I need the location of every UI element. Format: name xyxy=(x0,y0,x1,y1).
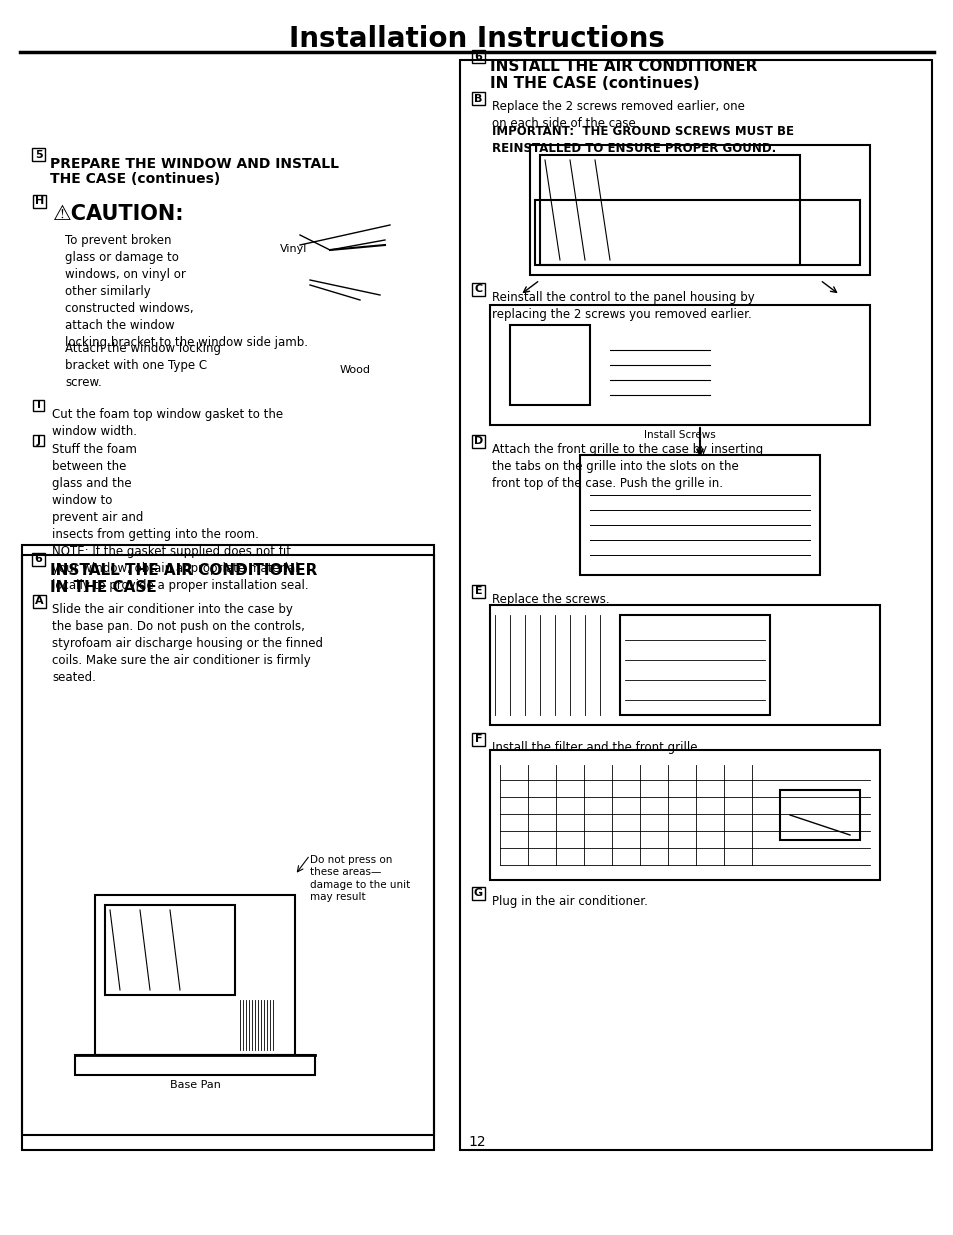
Bar xyxy=(22,555,434,1150)
Text: Install Screws: Install Screws xyxy=(643,430,715,440)
Bar xyxy=(490,605,879,725)
Text: INSTALL THE AIR CONDITIONER: INSTALL THE AIR CONDITIONER xyxy=(490,59,757,74)
Bar xyxy=(33,435,44,446)
Bar xyxy=(780,790,859,840)
Text: Installation Instructions: Installation Instructions xyxy=(289,25,664,53)
Bar xyxy=(579,454,820,576)
Bar xyxy=(95,895,294,1055)
Text: Reinstall the control to the panel housing by
replacing the 2 screws you removed: Reinstall the control to the panel housi… xyxy=(492,291,754,321)
Bar xyxy=(32,553,45,566)
Text: B: B xyxy=(474,94,482,104)
Text: IMPORTANT:  THE GROUND SCREWS MUST BE
REINSTALLED TO ENSURE PROPER GOUND.: IMPORTANT: THE GROUND SCREWS MUST BE REI… xyxy=(492,125,793,156)
Bar xyxy=(33,400,44,411)
Text: Vinyl: Vinyl xyxy=(280,245,307,254)
Text: PREPARE THE WINDOW AND INSTALL: PREPARE THE WINDOW AND INSTALL xyxy=(50,157,338,170)
Bar xyxy=(459,61,931,1150)
Text: F: F xyxy=(475,735,482,745)
Text: J: J xyxy=(36,436,40,446)
Bar xyxy=(490,305,869,425)
Bar xyxy=(619,615,769,715)
Bar xyxy=(33,195,46,207)
Text: Replace the screws.: Replace the screws. xyxy=(492,593,609,606)
Bar xyxy=(22,545,434,1135)
Text: Attach the window locking
bracket with one Type C
screw.: Attach the window locking bracket with o… xyxy=(65,342,221,389)
Bar xyxy=(472,887,484,900)
Text: INSTALL THE AIR CONDITIONER: INSTALL THE AIR CONDITIONER xyxy=(50,563,317,578)
Text: G: G xyxy=(474,888,482,899)
Text: IN THE CASE: IN THE CASE xyxy=(50,580,156,595)
Bar xyxy=(472,49,484,63)
Text: D: D xyxy=(474,436,482,447)
Text: E: E xyxy=(475,587,482,597)
Text: Base Pan: Base Pan xyxy=(170,1079,220,1091)
Text: Slide the air conditioner into the case by
the base pan. Do not push on the cont: Slide the air conditioner into the case … xyxy=(52,603,323,684)
Text: Install the filter and the front grille.: Install the filter and the front grille. xyxy=(492,741,700,755)
Bar xyxy=(539,156,800,266)
Text: ⚠CAUTION:: ⚠CAUTION: xyxy=(53,204,185,224)
Text: Cut the foam top window gasket to the
window width.: Cut the foam top window gasket to the wi… xyxy=(52,408,283,438)
Bar xyxy=(530,144,869,275)
Text: H: H xyxy=(35,196,44,206)
Text: 6: 6 xyxy=(474,52,482,62)
Text: A: A xyxy=(35,597,44,606)
Text: To prevent broken
glass or damage to
windows, on vinyl or
other similarly
constr: To prevent broken glass or damage to win… xyxy=(65,233,308,350)
Text: Wood: Wood xyxy=(339,366,371,375)
Bar xyxy=(33,595,46,608)
Bar xyxy=(472,283,484,296)
Text: Attach the front grille to the case by inserting
the tabs on the grille into the: Attach the front grille to the case by i… xyxy=(492,443,762,490)
Text: 6: 6 xyxy=(34,555,42,564)
Bar xyxy=(510,325,589,405)
Bar xyxy=(472,435,484,448)
Bar xyxy=(472,585,484,598)
Text: C: C xyxy=(474,284,482,294)
Bar xyxy=(472,91,484,105)
Text: Replace the 2 screws removed earlier, one
on each side of the case.: Replace the 2 screws removed earlier, on… xyxy=(492,100,744,130)
Bar xyxy=(490,750,879,881)
Text: Plug in the air conditioner.: Plug in the air conditioner. xyxy=(492,895,647,908)
Text: Do not press on
these areas—
damage to the unit
may result: Do not press on these areas— damage to t… xyxy=(310,855,410,903)
Bar xyxy=(535,200,859,266)
Text: 5: 5 xyxy=(34,149,42,159)
Bar xyxy=(105,905,234,995)
Text: I: I xyxy=(36,400,40,410)
Text: 12: 12 xyxy=(468,1135,485,1149)
Text: Stuff the foam
between the
glass and the
window to
prevent air and
insects from : Stuff the foam between the glass and the… xyxy=(52,443,309,592)
Bar xyxy=(472,734,484,746)
Text: THE CASE (continues): THE CASE (continues) xyxy=(50,172,220,186)
Bar xyxy=(32,148,45,161)
Text: IN THE CASE (continues): IN THE CASE (continues) xyxy=(490,77,699,91)
Bar xyxy=(75,1055,314,1074)
